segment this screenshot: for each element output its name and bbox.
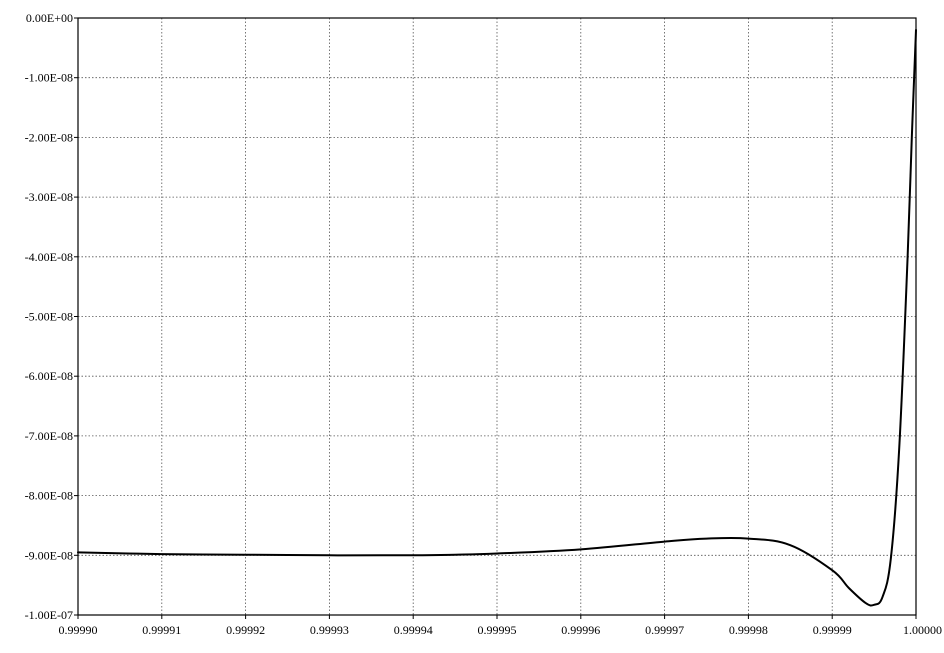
y-tick-label: -8.00E-08 (25, 489, 73, 503)
series-layer (77, 28, 917, 607)
y-tick-label: -3.00E-08 (25, 190, 73, 204)
y-tick-label: -2.00E-08 (25, 130, 73, 144)
y-tick-label: -4.00E-08 (25, 250, 73, 264)
x-tick-label: 0.99996 (561, 623, 600, 637)
y-tick-label: 0.00E+00 (26, 11, 73, 25)
x-axis-tick-labels: 0.99990 0.99991 0.99992 0.99993 0.99994 0.999… (59, 623, 943, 637)
y-tick-label: -1.00E-08 (25, 71, 73, 85)
y-axis-tick-labels: 0.00E+00 -1.00E-08 -2.00E-08 -3.00E-08 -4.00… (25, 11, 73, 622)
y-tick-label: -6.00E-08 (25, 369, 73, 383)
x-tick-label: 0.99997 (645, 623, 684, 637)
y-tick-label: -1.00E-07 (25, 608, 73, 622)
x-tick-label: 0.99994 (394, 623, 433, 637)
y-tick-label: -9.00E-08 (25, 548, 73, 562)
x-tick-label: 0.99992 (226, 623, 265, 637)
x-tick-label: 0.99999 (813, 623, 852, 637)
x-tick-label: 0.99998 (729, 623, 768, 637)
x-tick-label: 1.00000 (903, 623, 942, 637)
axis-ticks (74, 17, 917, 619)
x-tick-label: 0.99990 (59, 623, 98, 637)
y-tick-label: -5.00E-08 (25, 310, 73, 324)
grid-lines (78, 18, 916, 615)
x-tick-label: 0.99993 (310, 623, 349, 637)
y-tick-label: -7.00E-08 (25, 429, 73, 443)
x-tick-label: 0.99991 (142, 623, 181, 637)
series-line-1 (77, 28, 917, 607)
x-tick-label: 0.99995 (478, 623, 517, 637)
